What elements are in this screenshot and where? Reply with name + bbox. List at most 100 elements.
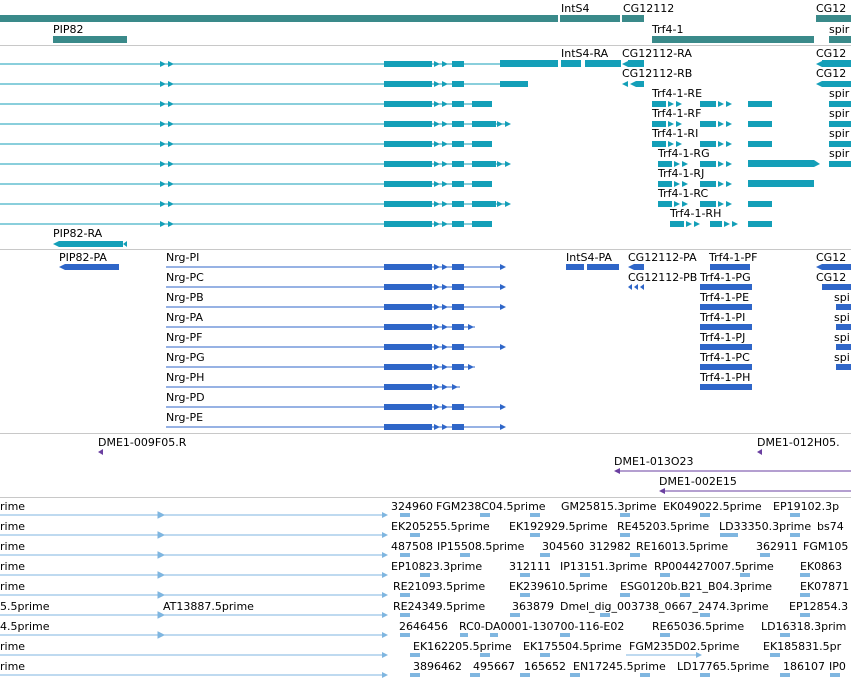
bac-label: DME1-009F05.R — [98, 436, 187, 449]
transcript-label: spir — [829, 127, 850, 140]
transcript-label: CG12112-RB — [622, 67, 692, 80]
protein-label: Nrg-PD — [166, 391, 205, 404]
protein-row-9[interactable] — [166, 424, 506, 430]
protein-label: Trf4-1-PH — [699, 371, 750, 384]
est-label: 2646456 — [399, 620, 448, 633]
protein-label: Nrg-PG — [166, 351, 205, 364]
est-label: LD16318.3prim — [761, 620, 846, 633]
est-label: AT13887.5prime — [163, 600, 254, 613]
transcript-label: PIP82-RA — [53, 227, 103, 240]
bac-track: DME1-009F05.R DME1-012H05. DME1-013O23 D… — [98, 436, 851, 494]
est-label: 312982 — [589, 540, 631, 553]
est-label: 312111 — [509, 560, 551, 573]
est-label: rime — [0, 580, 25, 593]
transcript-row-2[interactable] — [0, 81, 851, 87]
transcript-label: IntS4-RA — [561, 47, 609, 60]
track-separator — [0, 497, 851, 498]
bac-glyph[interactable] — [98, 449, 103, 455]
est-label: EK192929.5prime — [509, 520, 608, 533]
gene-label: IntS4 — [561, 2, 590, 15]
est-row-1[interactable] — [0, 511, 800, 519]
protein-label: CG12 — [816, 271, 846, 284]
protein-row-3[interactable] — [166, 304, 851, 310]
bac-glyph[interactable] — [614, 468, 851, 474]
est-label: 5.5prime — [0, 600, 50, 613]
transcript-label: Trf4-1-RI — [651, 127, 698, 140]
transcript-label: spir — [829, 87, 850, 100]
est-label: IP13151.3prime — [560, 560, 648, 573]
transcript-row-6[interactable] — [0, 160, 851, 167]
est-track: rime 324960 FGM238C04.5prime GM25815.3pr… — [0, 500, 849, 678]
est-row-4[interactable] — [0, 571, 810, 579]
transcript-label: spir — [829, 107, 850, 120]
est-label: LD17765.5prime — [677, 660, 769, 673]
gene-glyph-spir[interactable] — [829, 36, 851, 43]
bac-glyph[interactable] — [757, 449, 762, 455]
track-separator — [0, 249, 851, 250]
est-label: RE24349.5prime — [393, 600, 485, 613]
gene-glyph-ints4[interactable] — [560, 15, 620, 22]
est-label: rime — [0, 520, 25, 533]
gene-glyph-nrg[interactable] — [0, 15, 558, 22]
transcript-row-1[interactable] — [0, 60, 851, 67]
est-label: EK162205.5prime — [413, 640, 512, 653]
transcript-row-7[interactable] — [0, 180, 814, 187]
protein-row-2[interactable] — [166, 284, 851, 290]
protein-label: CG12 — [816, 251, 846, 264]
gene-glyph-pip82[interactable] — [53, 36, 127, 43]
est-label: 487508 — [391, 540, 433, 553]
transcript-row-pip82[interactable] — [53, 241, 127, 247]
est-label: EK239610.5prime — [509, 580, 608, 593]
est-label: 362911 — [756, 540, 798, 553]
protein-row-6[interactable] — [166, 364, 851, 370]
protein-label: spi — [834, 351, 850, 364]
est-label: 165652 — [524, 660, 566, 673]
est-row-2[interactable] — [0, 531, 800, 539]
transcript-label: Trf4-1-RH — [669, 207, 721, 220]
gene-glyph-cg12[interactable] — [816, 15, 851, 22]
est-label: EK0863 — [800, 560, 842, 573]
protein-row-5[interactable] — [166, 344, 851, 350]
transcript-row-3[interactable] — [0, 101, 851, 107]
transcript-row-4[interactable] — [0, 121, 851, 127]
est-row-8[interactable] — [0, 652, 780, 658]
gene-label: CG12 — [816, 2, 846, 15]
transcript-label: Trf4-1-RC — [657, 187, 709, 200]
protein-label: Trf4-1-PE — [699, 291, 749, 304]
est-row-6[interactable] — [0, 611, 810, 619]
est-label: EK185831.5pr — [763, 640, 842, 653]
est-label: RC0-DA0001-130700-116-E02 — [459, 620, 624, 633]
est-row-3[interactable] — [0, 551, 770, 559]
est-label: ESG0120b.B21_B04.3prime — [620, 580, 772, 593]
transcript-label: spir — [829, 147, 850, 160]
protein-row-7[interactable] — [166, 384, 752, 390]
est-label: EK049022.5prime — [663, 500, 762, 513]
gene-label: CG12112 — [623, 2, 674, 15]
est-row-5[interactable] — [0, 591, 810, 599]
est-label: IP15508.5prime — [437, 540, 525, 553]
transcript-label: Trf4-1-RF — [651, 107, 701, 120]
protein-label: Nrg-PB — [166, 291, 204, 304]
est-label: EK175504.5prime — [523, 640, 622, 653]
protein-row-8[interactable] — [166, 404, 506, 410]
gene-glyph-cg12112[interactable] — [622, 15, 644, 22]
est-row-9[interactable] — [0, 672, 840, 678]
est-label: EN17245.5prime — [573, 660, 666, 673]
transcript-label: Trf4-1-RE — [651, 87, 702, 100]
bac-glyph[interactable] — [659, 488, 851, 494]
gene-glyph-trf4-1[interactable] — [652, 36, 814, 43]
protein-row-1[interactable] — [59, 264, 851, 270]
est-label: RE21093.5prime — [393, 580, 485, 593]
transcript-row-9[interactable] — [0, 221, 772, 227]
protein-label: spi — [834, 331, 850, 344]
est-row-7[interactable] — [0, 631, 790, 639]
transcript-label: CG12112-RA — [622, 47, 692, 60]
transcript-row-8[interactable] — [0, 201, 772, 207]
protein-label: Nrg-PE — [166, 411, 203, 424]
transcript-row-5[interactable] — [0, 141, 851, 147]
est-label: GM25815.3prime — [561, 500, 657, 513]
protein-row-4[interactable] — [166, 324, 851, 330]
est-label: IP0 — [829, 660, 846, 673]
est-label: rime — [0, 540, 25, 553]
est-label: FGM238C04.5prime — [436, 500, 546, 513]
